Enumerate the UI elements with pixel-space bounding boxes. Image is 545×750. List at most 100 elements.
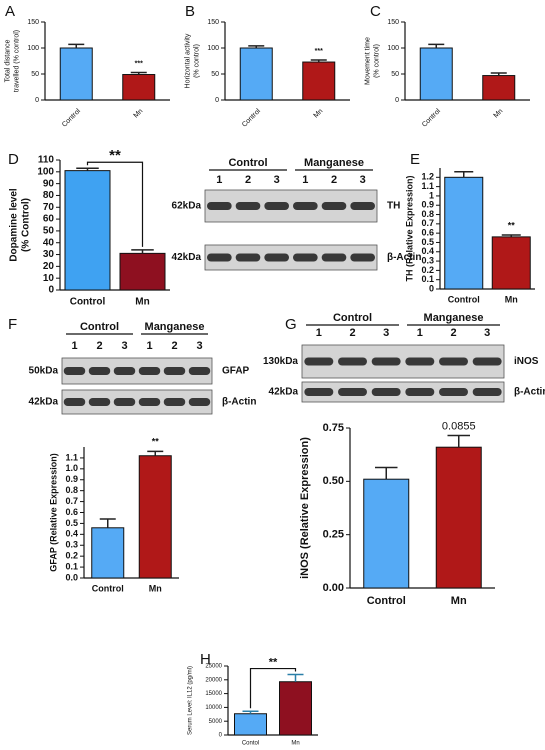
y-tick-label: 90 [43,178,55,189]
bar [419,47,453,101]
y-tick-label: 0.0 [65,572,78,582]
y-tick-label: 110 [38,155,55,166]
x-tick-label: Mn [313,108,325,120]
bar [234,713,267,736]
blot-band [338,357,367,366]
group-label: Control [80,321,119,333]
error-bar [447,434,470,448]
error-bar [454,170,474,178]
blot-band [293,253,318,262]
x-tick-label: Control [421,107,442,128]
blot-band [405,388,435,396]
y-axis-label: Horizontal activity [184,33,191,88]
error-bar [131,249,154,254]
y-tick-label: 5000 [209,719,223,725]
bar [91,527,125,579]
error-bar [501,234,521,237]
panel-label: F [8,316,17,333]
lane-label: 3 [121,340,127,352]
y-tick-label: 150 [207,19,219,26]
annotation: ** [152,437,160,447]
y-tick-label: 0.8 [65,485,78,495]
blot-band [138,367,161,375]
blot-band [371,388,401,396]
panel-label: D [8,151,19,168]
y-tick-label: 50 [43,226,55,237]
x-tick-label: Control [367,595,406,607]
y-tick-label: 0 [215,97,219,104]
y-tick-label: 80 [43,190,55,201]
significance-bracket [249,667,297,709]
bar [491,236,531,290]
panel-label: A [5,3,15,20]
y-tick-label: 100 [27,45,39,52]
bar [119,252,166,291]
y-tick-label: 40 [43,237,55,248]
error-bar [248,45,265,48]
y-tick-label: 1.2 [421,172,434,182]
blot-band [88,398,111,406]
group-label: Manganese [424,312,484,324]
size-label: 42kDa [29,397,59,408]
blot-band [188,398,211,406]
blot-band [207,202,232,210]
lane-label: 1 [216,174,222,186]
y-tick-label: 100 [37,166,54,177]
blot-band [472,388,502,396]
blot-band [264,202,289,210]
y-tick-label: 0.7 [65,496,78,506]
y-tick-label: 50 [391,71,399,78]
x-tick-label: Control [70,297,106,308]
y-tick-label: 20000 [205,677,222,683]
blot-band [321,253,347,262]
blot-band [304,388,334,396]
y-tick-label: 0.9 [65,474,78,484]
y-axis-label: Movement time [364,37,371,85]
x-tick-label: Mn [291,741,299,747]
y-tick-label: 0.25 [323,529,344,541]
y-tick-label: 0.7 [421,218,434,228]
lane-label: 3 [383,327,389,339]
lane-label: 1 [316,327,322,339]
bar [435,446,482,589]
y-axis-label: GFAP (Relative Expression) [48,453,58,571]
y-tick-label: 0.5 [65,518,78,528]
protein-label: β-Actin [514,387,545,398]
error-bar [287,673,304,682]
y-tick-label: 50 [31,71,39,78]
panel-label: B [185,3,195,20]
protein-label: β-Actin [387,252,421,263]
y-axis-label: travelled (% control) [13,30,20,92]
error-bar [99,518,116,528]
bar [444,176,484,290]
y-tick-label: 100 [387,45,399,52]
x-tick-label: Contol [242,741,259,747]
annotation: *** [135,60,143,67]
y-tick-label: 100 [207,45,219,52]
x-tick-label: Mn [135,297,149,308]
annotation: 0.0855 [442,420,476,432]
bar [279,681,312,736]
lane-label: 2 [331,174,337,186]
blot-band [405,357,435,366]
group-label: Manganese [145,321,205,333]
group-label: Control [228,157,267,169]
size-label: 62kDa [172,201,202,212]
blot-band [321,202,347,210]
y-tick-label: 150 [27,19,39,26]
y-tick-label: 1.1 [65,452,78,462]
y-tick-label: 25000 [205,664,222,670]
blot-band [371,357,401,366]
blot-band [138,398,161,406]
lane-label: 2 [450,327,456,339]
panel-label: C [370,3,381,20]
size-label: 50kDa [29,366,59,377]
lane-label: 2 [96,340,102,352]
x-tick-label: Control [448,294,480,304]
blot-band [113,398,136,406]
blot-band [163,398,186,406]
panel-label: H [200,651,211,668]
lane-label: 3 [196,340,202,352]
